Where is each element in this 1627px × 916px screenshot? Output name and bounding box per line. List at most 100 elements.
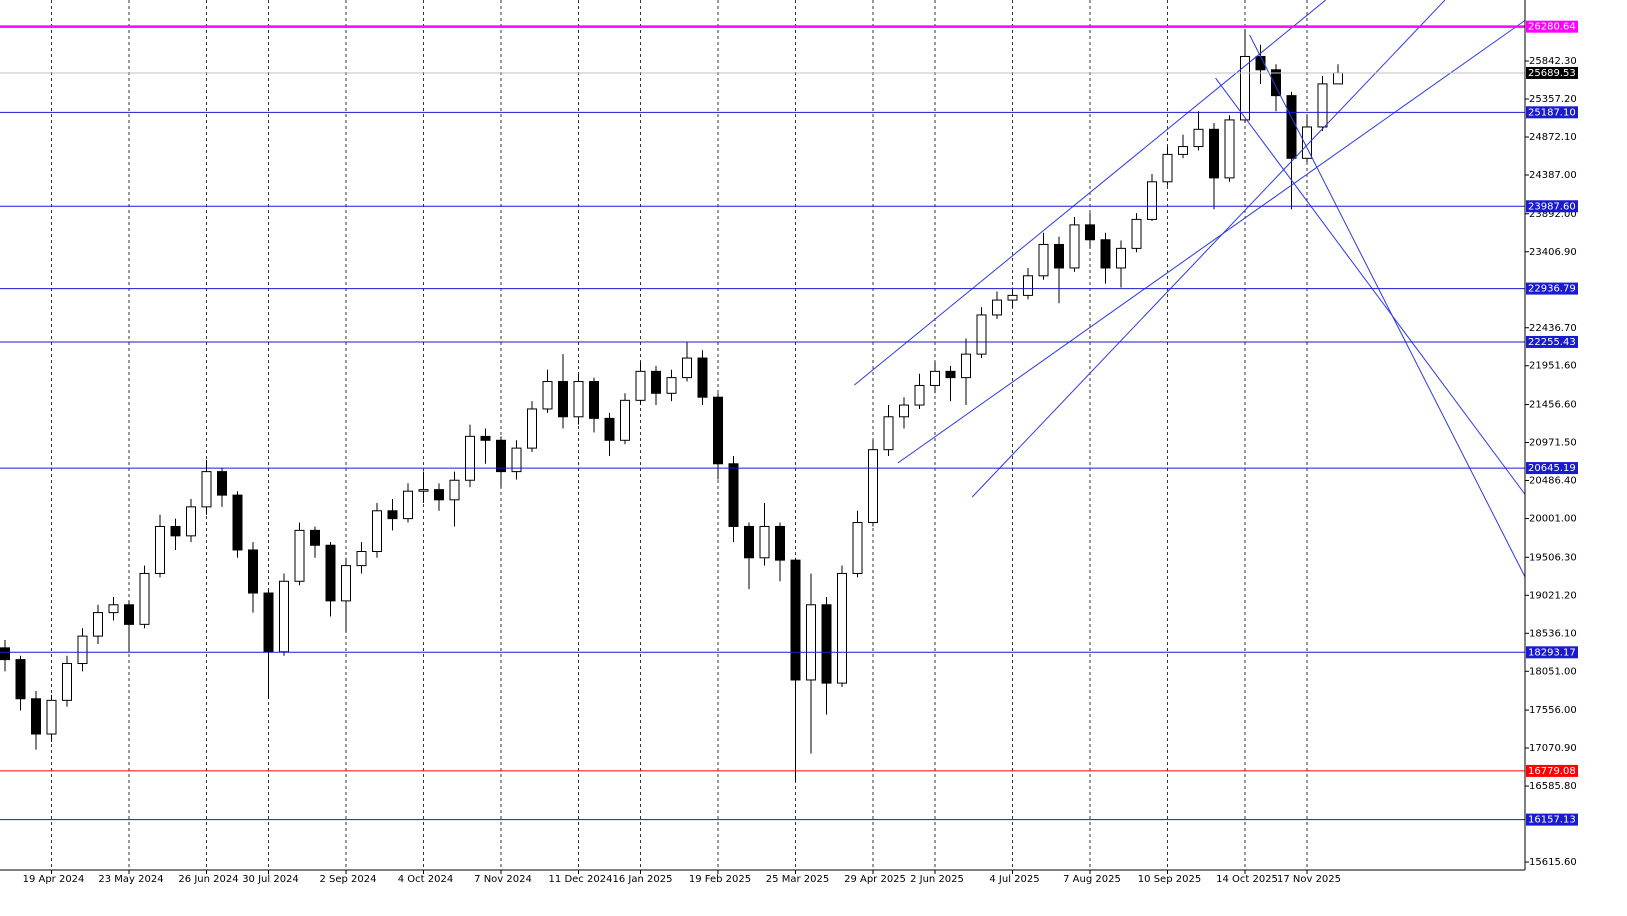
candle-body (759, 525, 770, 559)
candle-body (1317, 83, 1328, 128)
y-tick-label: 20001.00 (1529, 514, 1577, 525)
x-tick-label: 7 Aug 2025 (1063, 874, 1121, 885)
x-tick-label: 29 Apr 2025 (844, 874, 906, 885)
candle-body (806, 604, 816, 681)
candle-body (542, 381, 553, 410)
candle-body (511, 447, 522, 473)
candle-body (651, 370, 661, 394)
x-tick-label: 11 Dec 2024 (549, 874, 613, 885)
candle-body (1302, 126, 1312, 159)
candle-body (15, 659, 26, 700)
x-tick-label: 10 Sep 2025 (1138, 874, 1201, 885)
candle-body (263, 592, 274, 653)
candle-body (449, 479, 460, 501)
candle-body (573, 381, 584, 418)
level-label-box (1526, 813, 1578, 826)
level-label-box (1526, 764, 1578, 777)
level-label: 16779.08 (1528, 766, 1576, 777)
candle-body (155, 525, 165, 574)
candle-body (914, 384, 925, 406)
candle-body (139, 572, 150, 625)
level-label-box (1526, 106, 1578, 119)
candle-body (961, 353, 971, 379)
candle-body (294, 529, 305, 582)
candle-body (418, 489, 429, 492)
candle-body (728, 463, 739, 527)
candle-body (403, 490, 413, 520)
candle-body (604, 417, 615, 441)
x-tick-label: 23 May 2024 (98, 874, 163, 885)
candle-body (1178, 146, 1188, 155)
candle-body (201, 471, 212, 508)
y-tick-label: 24872.10 (1529, 132, 1577, 143)
candle-body (945, 370, 956, 379)
plot-area (0, 0, 1525, 821)
y-tick-label: 15615.60 (1529, 857, 1577, 868)
x-tick-label: 26 Jun 2024 (178, 874, 238, 885)
x-tick-label: 2 Jun 2025 (910, 874, 964, 885)
candle-body (775, 525, 785, 561)
y-tick-label: 25357.20 (1529, 94, 1577, 105)
candle-body (356, 551, 367, 567)
candle-body (1147, 181, 1157, 220)
candle-body (77, 635, 88, 665)
candle-body (1271, 69, 1281, 97)
candle-body (1162, 153, 1173, 183)
candle-body (992, 299, 1002, 316)
y-tick-label: 21951.60 (1529, 361, 1577, 372)
candle-body (558, 381, 568, 418)
candle-body (108, 604, 119, 614)
x-tick-label: 25 Mar 2025 (766, 874, 829, 885)
candle-body (496, 439, 506, 473)
x-tick-label: 4 Jul 2025 (989, 874, 1039, 885)
x-tick-label: 16 Jan 2025 (613, 874, 673, 885)
level-label: 22255.43 (1528, 337, 1576, 348)
level-label-box (1526, 200, 1578, 213)
trendline (854, 0, 1326, 386)
candle-body (248, 549, 258, 594)
candle-body (1209, 128, 1219, 179)
candle-body (1023, 275, 1033, 296)
candle-body (1131, 218, 1142, 249)
candle-body (899, 404, 909, 418)
candle-body (930, 370, 940, 386)
level-label: 25689.53 (1528, 68, 1576, 79)
candle-body (217, 471, 227, 496)
level-label-box (1526, 282, 1578, 295)
y-tick-label: 24387.00 (1529, 170, 1577, 181)
candle-body (790, 559, 801, 681)
y-tick-label: 20486.40 (1529, 476, 1577, 487)
candle-body (0, 647, 10, 661)
candle-body (697, 357, 708, 398)
x-tick-label: 17 Nov 2025 (1277, 874, 1341, 885)
x-tick-label: 2 Sep 2024 (319, 874, 376, 885)
grid (51, 0, 1308, 870)
x-tick-label: 14 Oct 2025 (1216, 874, 1278, 885)
trendline (1215, 77, 1525, 496)
y-tick-label: 19021.20 (1529, 590, 1577, 601)
level-label: 20645.19 (1528, 463, 1576, 474)
y-tick-label: 21456.60 (1529, 400, 1577, 411)
candle-body (31, 698, 41, 735)
candle-body (883, 416, 894, 451)
trendline (897, 19, 1525, 464)
candle-body (1286, 95, 1297, 159)
candle-body (341, 565, 351, 602)
level-label: 18293.17 (1528, 647, 1576, 658)
candle-body (1054, 243, 1064, 269)
candle-body (1116, 247, 1126, 269)
y-tick-label: 18051.00 (1529, 666, 1577, 677)
trendline (1249, 34, 1525, 579)
x-tick-label: 19 Apr 2024 (23, 874, 85, 885)
candle-body (852, 522, 863, 574)
axis-labels: 25842.30 25357.20 24872.10 24387.00 23892.00… (23, 20, 1578, 885)
candle-body (186, 506, 196, 537)
candle-body (93, 612, 103, 637)
candle-body (713, 396, 723, 465)
candle-body (480, 435, 491, 441)
level-label: 25187.10 (1528, 107, 1576, 118)
candle-body (46, 699, 57, 735)
candle-body (1240, 55, 1250, 121)
candle-body (387, 510, 398, 520)
